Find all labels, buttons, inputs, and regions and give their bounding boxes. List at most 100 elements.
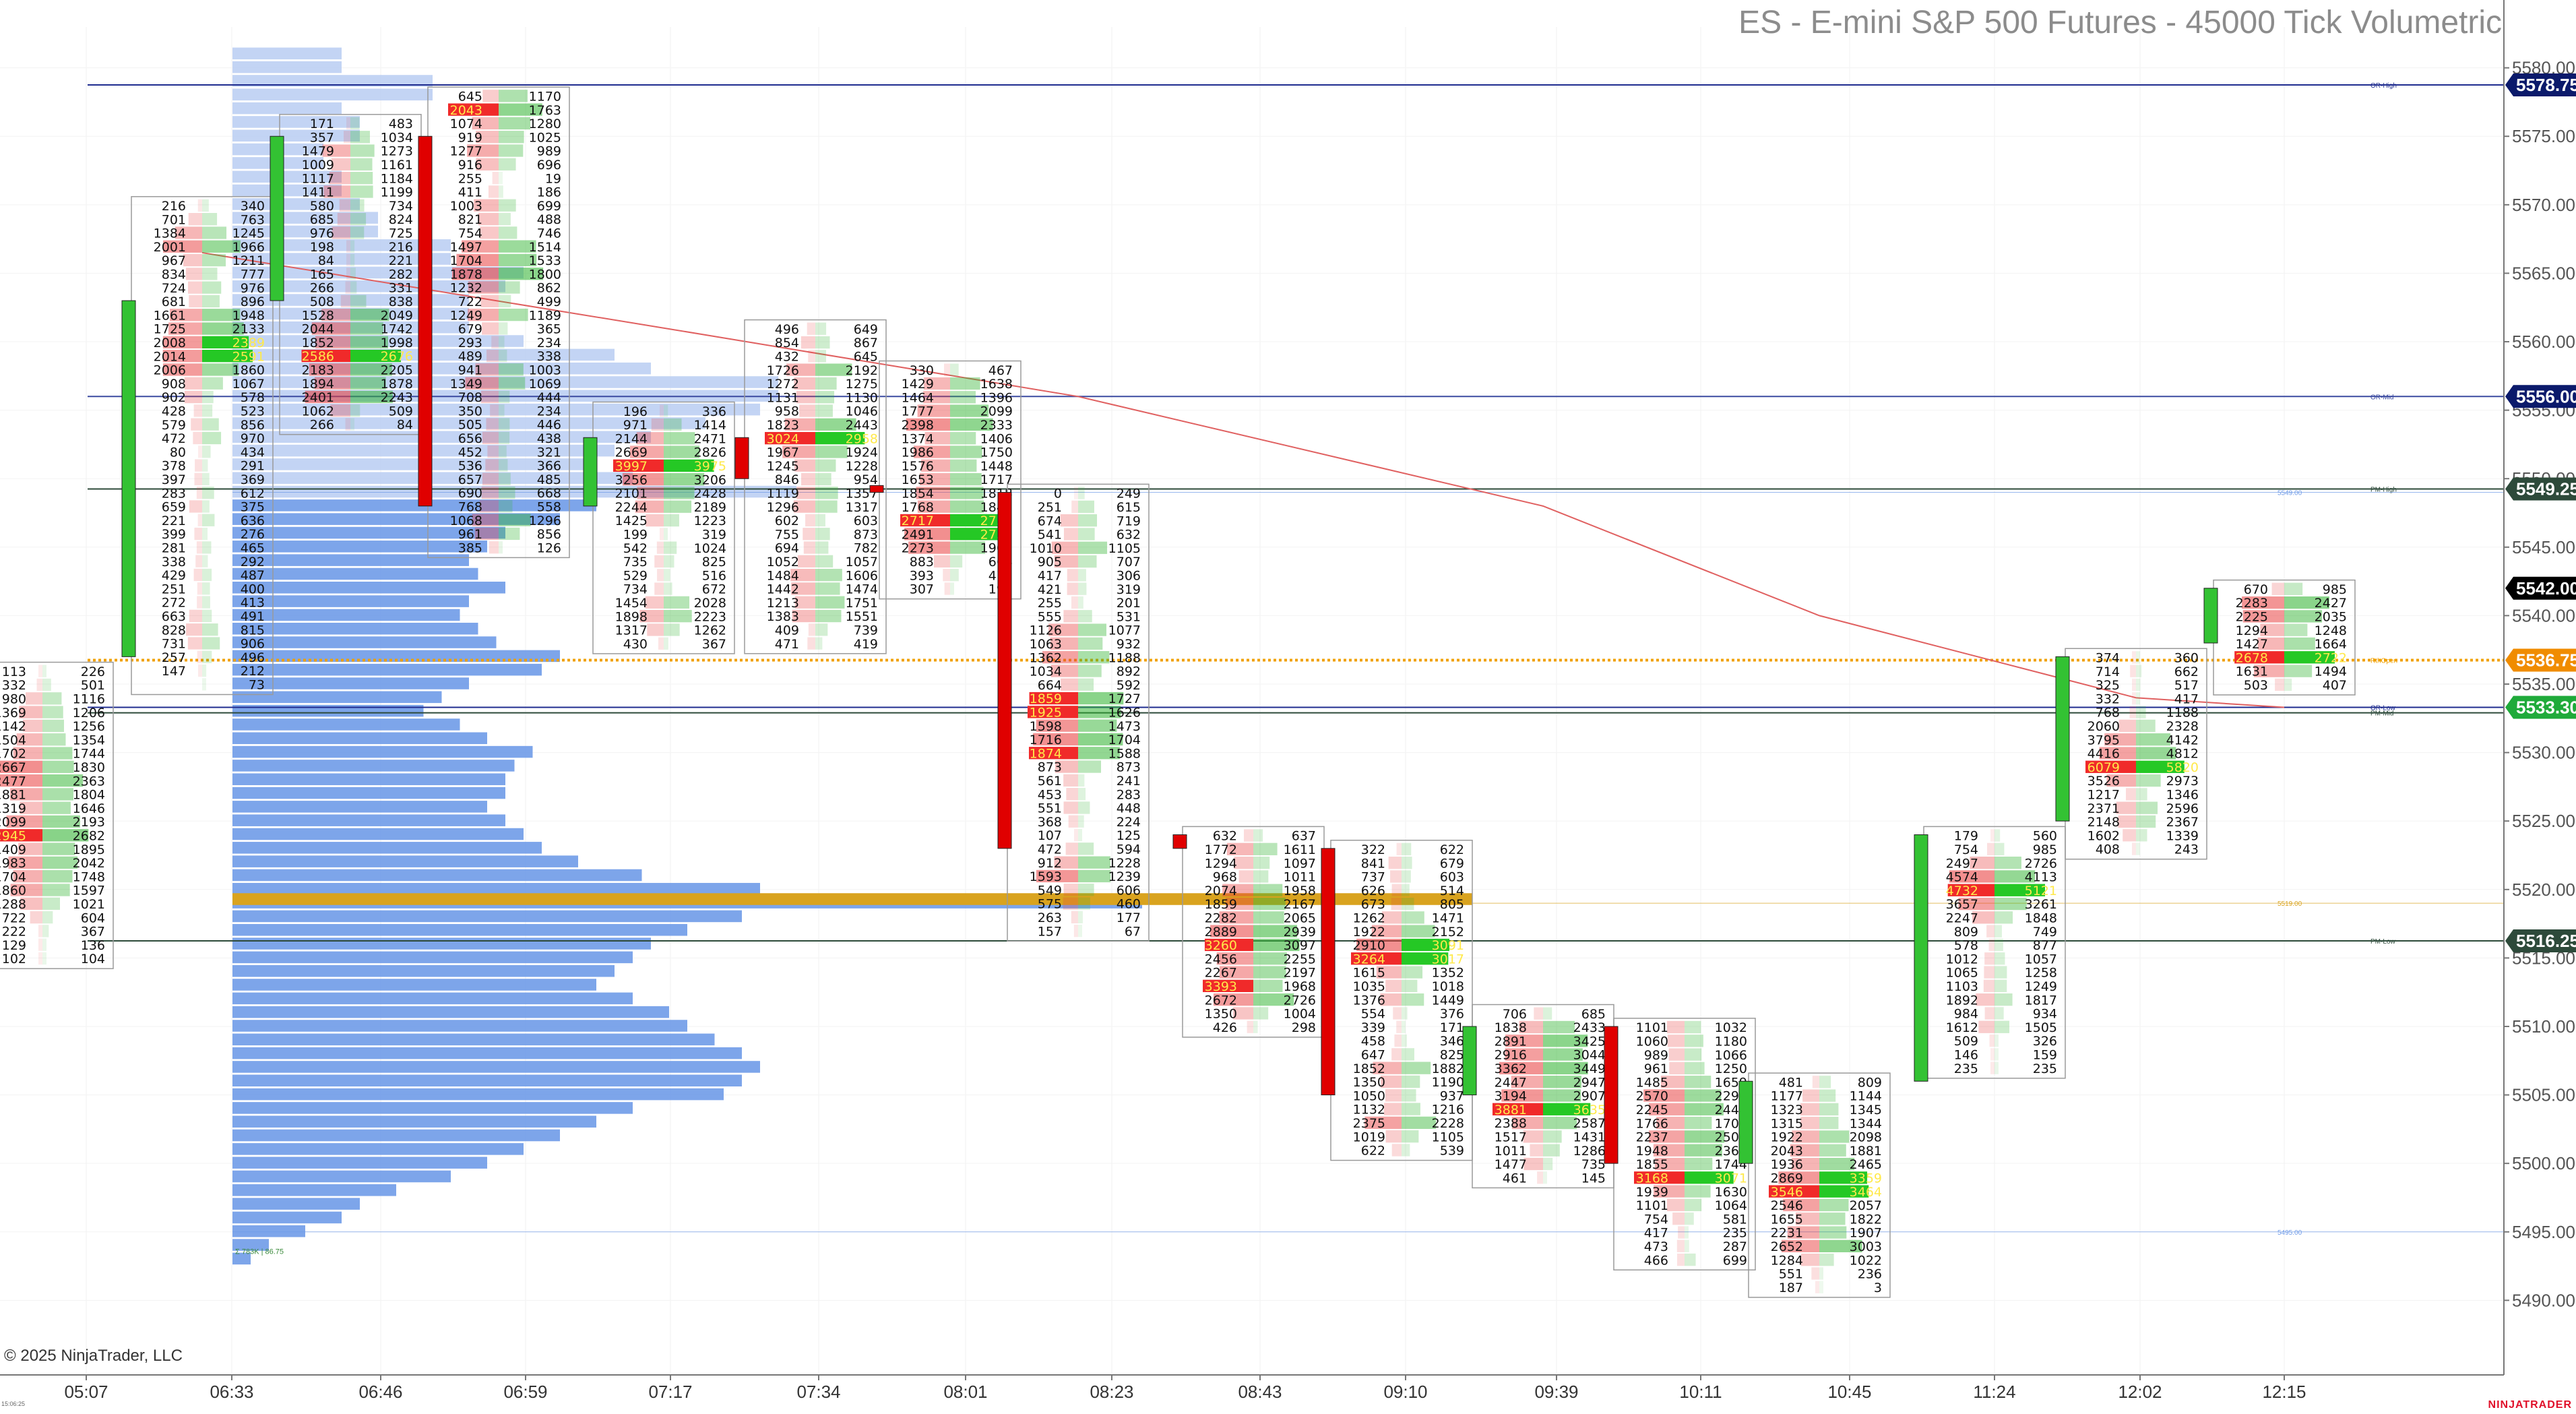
bid-value: 908 [162,377,186,392]
profile-row [232,869,642,882]
bid-value: 941 [458,363,482,377]
footprint-bar[interactable]: 374 360 714 662 325 517 332 417 768 1188 2060 2328 3… [2065,648,2207,860]
profile-row [232,88,433,101]
ask-cell [1685,1089,1722,1102]
bid-cell [2275,678,2284,691]
bid-cell [346,117,350,130]
ask-value: 1069 [529,377,561,392]
ask-cell [202,213,218,226]
ask-cell [2136,842,2140,855]
ask-value: 319 [702,527,726,542]
ask-cell [950,472,982,486]
bid-value: 1217 [2087,788,2120,803]
ask-value: 976 [241,281,265,296]
bid-value: 257 [162,650,186,665]
ref-line-label: PM-Low [2370,938,2395,946]
bid-value: 1012 [1946,952,1978,966]
candle-up[interactable] [1462,1026,1477,1096]
footprint-bar[interactable]: 481 809 1177 1144 1323 1345 1315 1344 1922 2098 20… [1748,1072,1891,1298]
bid-cell [1380,1075,1402,1088]
bid-cell [805,514,815,527]
ask-value: 1170 [529,89,561,104]
candle-down[interactable] [997,492,1012,849]
ask-cell [1078,897,1090,910]
footprint-bar[interactable]: 632 637 1772 1611 1294 1097 968 1011 2074 1958 185… [1182,826,1325,1038]
candle-up[interactable] [1914,834,1928,1082]
bid-cell [197,650,202,663]
candle-up[interactable] [121,300,136,657]
footprint-bar[interactable]: 0 249 251 615 674 719 541 632 1010 1105 905 707 417 3… [1007,483,1150,942]
footprint-bar[interactable]: 216 340 701 763 1384 1245 2001 1966 967 1211 834 77… [131,195,274,696]
ask-value: 1346 [2166,788,2199,803]
bid-value: 80 [170,445,186,460]
candle-down[interactable] [418,135,433,507]
bid-cell [456,253,499,267]
bid-value: 489 [458,349,482,364]
footprint-bar[interactable]: 196 336 971 1414 2144 2471 2669 2826 3997 3975 325… [592,401,735,654]
candle-up[interactable] [1738,1080,1753,1164]
footprint-bar[interactable]: 706 685 1838 2433 2891 3425 2916 3044 3362 3449 24… [1472,1004,1614,1189]
candle-down[interactable] [734,437,749,479]
ask-value: 1067 [232,377,265,392]
footprint-bar[interactable]: 171 483 357 1034 1479 1273 1009 1161 1117 1184 141… [279,114,422,435]
candle-down[interactable] [869,485,884,493]
ask-cell [2136,678,2141,691]
ask-cell [42,911,53,924]
bid-cell [1067,569,1078,582]
ask-cell [1078,541,1108,554]
bid-cell [1781,1239,1819,1253]
bid-cell [1396,1020,1402,1033]
bid-value: 293 [458,336,482,350]
ask-cell [1078,637,1103,650]
ask-cell [42,952,46,965]
candle-down[interactable] [1321,848,1336,1096]
bid-value: 1852 [302,336,334,350]
time-axis[interactable]: 05:07 06:33 06:46 06:59 07:17 07:34 08:01 08:23… [0,1374,2504,1402]
footprint-bar[interactable]: 330 467 1429 1638 1464 1396 1777 2099 2398 2333 13… [879,360,1022,600]
ask-value: 2939 [1284,925,1316,940]
bid-cell [1505,1035,1543,1047]
candle-down[interactable] [1604,1026,1619,1164]
footprint-bars[interactable]: 1132263325019801116136912061142125615041… [0,86,2356,1298]
ask-value: 592 [1117,678,1141,693]
candle-up[interactable] [583,437,598,507]
price-marker-label: 5556.00 [2516,386,2576,406]
ask-cell [42,856,78,869]
footprint-bar[interactable]: 496 649 854 867 432 645 1726 2192 1272 1275 1131 11… [744,319,887,654]
footprint-bar[interactable]: 670 985 2283 2427 2225 2035 1294 1248 1427 1664 26… [2213,579,2356,696]
bid-value: 1142 [0,719,26,734]
candles[interactable] [0,135,2218,1164]
ask-value: 805 [1440,897,1464,912]
ask-value: 1882 [1432,1062,1464,1076]
bid-value: 1485 [1636,1075,1668,1090]
candle-up[interactable] [2203,588,2218,644]
bid-value: 1119 [767,486,799,501]
bid-cell [0,774,42,787]
bid-cell [462,240,499,253]
bid-value: 1383 [767,609,799,624]
price-tick-label: 5525.00 [2512,811,2575,831]
bid-value: 1035 [1353,979,1385,994]
bid-value: 6079 [2087,760,2120,775]
bid-cell [1067,582,1078,595]
profile-row [232,280,505,293]
bid-cell [2118,815,2136,828]
bid-cell [1947,884,1994,896]
candle-up[interactable] [270,135,284,301]
candle-down[interactable] [1172,834,1187,849]
price-axis[interactable]: 5490.005495.005500.005505.005510.005515.… [2503,0,2576,1375]
bid-cell [187,637,202,650]
bid-value: 1593 [1030,869,1062,884]
candle-up[interactable] [2055,656,2070,822]
ask-cell [1994,966,2007,979]
footprint-bar[interactable]: 179 560 754 985 2497 2726 4574 4113 4732 5121 3657… [1923,826,2066,1079]
bid-value: 393 [910,568,934,583]
footprint-bar[interactable]: 1132263325019801116136912061142125615041… [0,661,114,969]
profile-row [232,1170,451,1183]
bid-value: 472 [1038,842,1062,857]
footprint-bar[interactable]: 645 1170 2043 1763 1074 1280 919 1025 1277 989 916… [427,86,570,559]
ask-cell [1819,1130,1850,1143]
bid-cell [1351,952,1402,965]
